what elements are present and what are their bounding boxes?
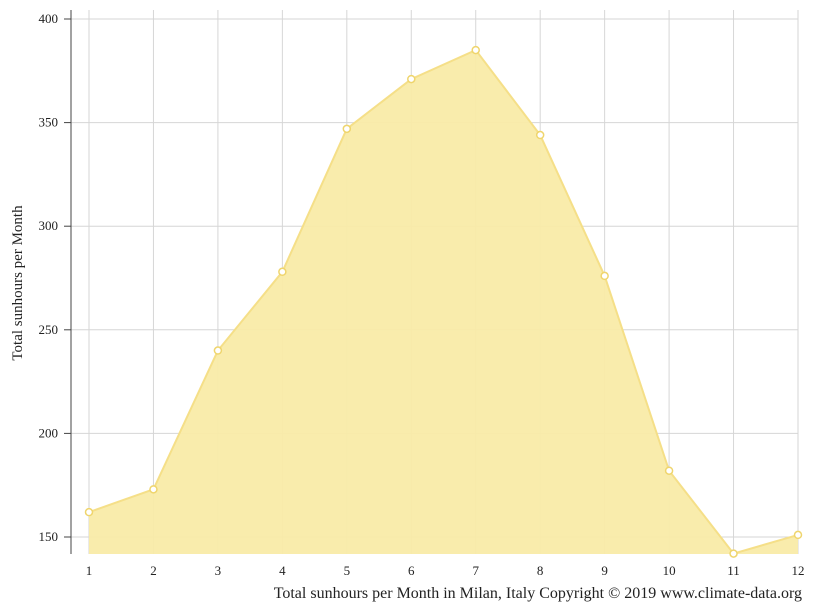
x-tick-label: 12: [792, 563, 805, 578]
x-tick-label: 11: [727, 563, 740, 578]
y-tick-labels: 150 200 250 300 350 400: [39, 11, 59, 544]
x-tick-labels: 1 2 3 4 5 6 7 8 9 10 11 12: [86, 563, 805, 578]
x-tick-label: 3: [215, 563, 222, 578]
x-tick-label: 5: [344, 563, 351, 578]
data-point: [149, 485, 158, 494]
x-tick-label: 10: [663, 563, 676, 578]
x-tick-label: 8: [537, 563, 544, 578]
data-point: [278, 267, 287, 277]
data-point: [729, 549, 738, 558]
chart-caption: Total sunhours per Month in Milan, Italy…: [274, 585, 802, 602]
data-point: [471, 45, 480, 55]
x-tick-label: 2: [150, 563, 157, 578]
x-tick-label: 7: [472, 563, 479, 578]
data-point-markers: [84, 45, 803, 558]
x-tick-label: 6: [408, 563, 415, 578]
axes: [64, 10, 72, 554]
x-tick-label: 4: [279, 563, 286, 578]
x-tick-label: 1: [86, 563, 93, 578]
y-axis-title: Total sunhours per Month: [10, 205, 26, 361]
area-line: [88, 48, 799, 555]
y-tick-label: 150: [39, 529, 59, 544]
data-point: [84, 507, 94, 517]
data-point: [600, 271, 609, 281]
area-fill: [89, 50, 798, 554]
data-point: [664, 466, 674, 475]
data-point: [213, 346, 223, 355]
data-point: [535, 130, 545, 140]
y-tick-label: 300: [39, 218, 59, 233]
data-point: [407, 74, 416, 84]
x-tick-label: 9: [601, 563, 608, 578]
data-point: [793, 530, 803, 540]
area-series: [88, 48, 799, 555]
y-tick-label: 200: [39, 425, 59, 440]
y-tick-label: 350: [39, 115, 59, 130]
data-point: [342, 124, 352, 134]
y-tick-label: 400: [39, 11, 59, 26]
y-tick-label: 250: [39, 322, 59, 337]
